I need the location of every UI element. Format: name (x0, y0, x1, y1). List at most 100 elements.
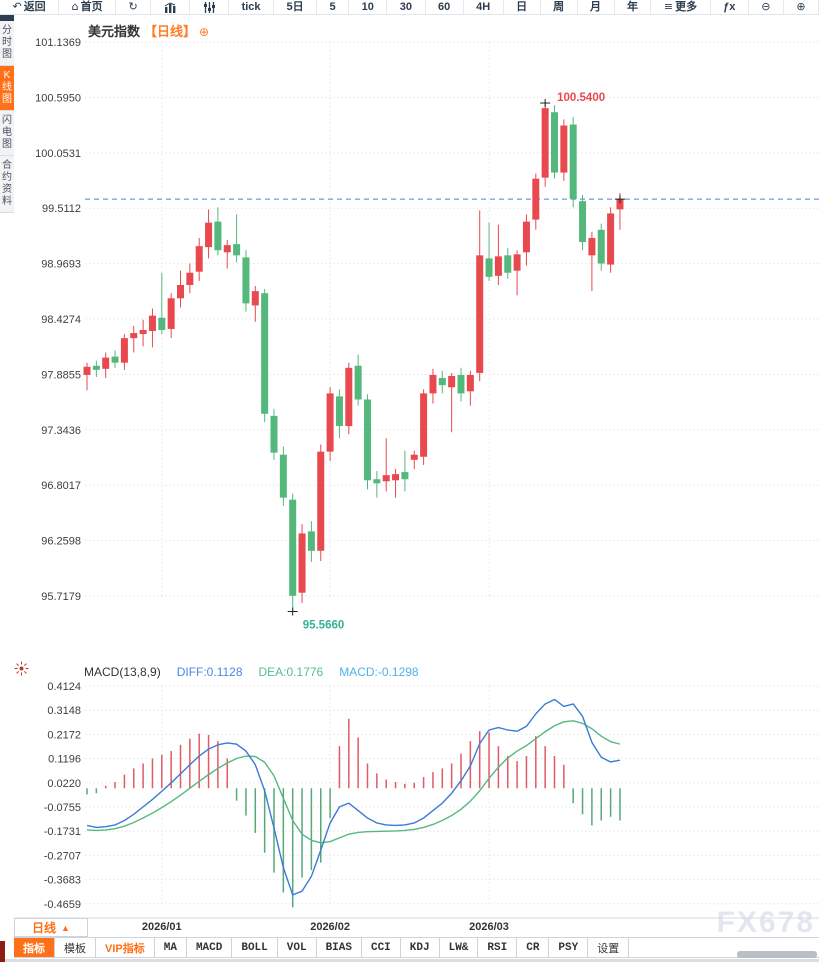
indicator-tab-[interactable]: 模板 (55, 938, 96, 957)
svg-text:100.5950: 100.5950 (35, 92, 81, 104)
corner-mark (0, 941, 5, 962)
svg-text:98.9693: 98.9693 (41, 259, 81, 271)
toolbar-button-4h[interactable]: 4H (464, 0, 504, 14)
toolbar-button-label: 60 (437, 1, 451, 13)
indicator-tab-cci[interactable]: CCI (362, 938, 401, 957)
indicator-tab-[interactable]: 指标 (14, 938, 55, 957)
svg-text:2026/03: 2026/03 (469, 921, 509, 933)
add-indicator-icon[interactable]: ⊕ (199, 25, 210, 39)
bottom-strip (0, 959, 819, 962)
svg-text:0.0220: 0.0220 (47, 778, 81, 790)
toolbar-button-label: 首页 (80, 1, 103, 13)
home-icon: ⌂ (71, 0, 79, 13)
svg-text:100.5400: 100.5400 (557, 92, 605, 104)
svg-text:-0.0755: -0.0755 (44, 802, 81, 814)
toolbar-button-more[interactable]: ≡ 更多 (651, 0, 711, 14)
svg-text:-0.4659: -0.4659 (44, 899, 81, 911)
menu-icon: ≡ (663, 0, 674, 13)
toolbar-button-bar-chart[interactable] (151, 0, 191, 14)
toolbar-button-30[interactable]: 30 (387, 0, 426, 14)
toolbar-button-zoom-out[interactable]: ⊖ (749, 0, 784, 14)
toolbar-button-60[interactable]: 60 (426, 0, 464, 14)
indicator-tab-bar: 指标 模板 VIP指标 MA MACD BOLL VOL BIAS CCI KDJ LW& RSI CR… (14, 937, 819, 958)
toolbar-button-year[interactable]: 年 (615, 0, 652, 14)
sidebar-tab-timeshare[interactable]: 分时图 (0, 21, 14, 66)
indicator-tab-boll[interactable]: BOLL (232, 938, 278, 957)
svg-text:-0.3683: -0.3683 (44, 875, 81, 887)
period-selector-button[interactable]: 日线 ▲ (14, 918, 88, 937)
macd-hist-value: MACD:-0.1298 (339, 665, 419, 679)
toolbar-button-label: 年 (626, 1, 638, 13)
toolbar-button-home[interactable]: ⌂ 首页 (59, 0, 117, 14)
svg-text:-0.1731: -0.1731 (44, 826, 81, 838)
toolbar-button-tick[interactable]: tick (229, 0, 275, 14)
svg-text:2026/02: 2026/02 (310, 921, 350, 933)
indicator-tab-macd[interactable]: MACD (187, 938, 233, 957)
svg-text:95.7179: 95.7179 (41, 591, 81, 603)
zoom-out-icon: ⊖ (761, 0, 771, 13)
macd-dea-value: DEA:0.1776 (258, 665, 324, 679)
indicator-tab-vip[interactable]: VIP指标 (96, 938, 155, 957)
svg-text:99.5112: 99.5112 (42, 203, 81, 215)
horizontal-scrollbar[interactable] (737, 951, 817, 958)
svg-text:98.4274: 98.4274 (41, 314, 81, 326)
indicator-tab-psy[interactable]: PSY (549, 938, 589, 957)
chart-title: 美元指数 【日线】 ⊕ (88, 21, 209, 40)
indicator-tab-cr[interactable]: CR (517, 938, 550, 957)
svg-text:95.5660: 95.5660 (303, 620, 345, 632)
toolbar-button-zoom-in[interactable]: ⊕ (784, 0, 819, 14)
svg-text:0.2172: 0.2172 (47, 729, 81, 741)
indicator-tab-lw[interactable]: LW& (440, 938, 479, 957)
svg-text:101.1369: 101.1369 (35, 37, 81, 49)
macd-title: MACD(13,8,9) (84, 665, 161, 679)
toolbar-button-week[interactable]: 周 (541, 0, 578, 14)
instrument-name: 美元指数 (88, 24, 141, 39)
refresh-icon: ↻ (128, 0, 138, 13)
period-selector-label: 日线 (32, 921, 57, 935)
indicator-tab-rsi[interactable]: RSI (478, 938, 518, 957)
indicator-tab-[interactable]: 设置 (588, 938, 630, 957)
svg-text:2026/01: 2026/01 (142, 921, 182, 933)
price-macd-chart[interactable]: 101.1369 100.5950 100.0531 99.5112 98.9693 98… (14, 14, 819, 935)
toolbar-button-5d[interactable]: 5日 (274, 0, 318, 14)
chevron-up-icon: ▲ (61, 922, 70, 933)
toolbar-button-label: 日 (516, 1, 528, 13)
toolbar-button-month[interactable]: 月 (578, 0, 615, 14)
indicator-tab-ma[interactable]: MA (155, 938, 187, 957)
svg-text:0.1196: 0.1196 (48, 754, 81, 766)
indicator-settings-icon[interactable] (14, 661, 29, 676)
svg-text:97.3436: 97.3436 (41, 425, 81, 437)
toolbar-button-label: tick (241, 1, 261, 13)
bar-chart-icon (164, 1, 177, 13)
fx678-watermark: FX678 (716, 906, 815, 939)
macd-diff-value: DIFF:0.1128 (176, 665, 243, 679)
period-tag: 【日线】 (144, 24, 197, 39)
sidebar-cap (0, 15, 14, 21)
sidebar-tab-lightning[interactable]: 闪电图 (0, 111, 14, 156)
top-toolbar: ↶ 返回 ⌂ 首页 ↻ tick 5日 5 10 30 60 4H 日周月年 ≡ 更多 ƒx ⊖ ⊕ (0, 0, 819, 15)
toolbar-button-sliders[interactable] (190, 0, 230, 14)
sidebar-tab-kline[interactable]: K线图 (0, 66, 14, 111)
toolbar-button-label: 30 (399, 1, 413, 13)
svg-text:0.3148: 0.3148 (47, 705, 81, 717)
svg-text:96.2598: 96.2598 (41, 536, 81, 548)
toolbar-button-label: 周 (553, 1, 565, 13)
toolbar-button-label: 5 (329, 1, 336, 13)
sliders-icon (203, 1, 216, 13)
toolbar-button-refresh[interactable]: ↻ (116, 0, 152, 14)
svg-text:-0.2707: -0.2707 (44, 850, 81, 862)
left-sidebar: 分时图 K线图 闪电图 合约资料 (0, 15, 14, 213)
toolbar-button-5[interactable]: 5 (317, 0, 350, 14)
back-icon: ↶ (12, 0, 22, 13)
sidebar-tab-contract-info[interactable]: 合约资料 (0, 156, 14, 213)
toolbar-button-label: 10 (361, 1, 374, 13)
toolbar-button-10[interactable]: 10 (349, 0, 388, 14)
toolbar-button-day[interactable]: 日 (504, 0, 541, 14)
indicator-tab-vol[interactable]: VOL (278, 938, 317, 957)
toolbar-button-label: 月 (590, 1, 602, 13)
svg-text:0.4124: 0.4124 (47, 681, 81, 693)
indicator-tab-bias[interactable]: BIAS (317, 938, 362, 957)
toolbar-button-back[interactable]: ↶ 返回 (0, 0, 60, 14)
indicator-tab-kdj[interactable]: KDJ (401, 938, 440, 957)
toolbar-button-fx[interactable]: ƒx (711, 0, 749, 14)
